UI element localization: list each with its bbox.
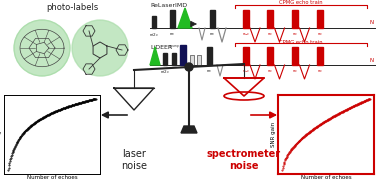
Bar [317,47,323,65]
Polygon shape [181,126,197,133]
Bar [163,53,167,65]
Polygon shape [150,47,160,65]
Polygon shape [178,8,192,28]
Text: $\pi_x$: $\pi_x$ [317,31,323,38]
Text: $\pi_{pump}$: $\pi_{pump}$ [168,43,180,51]
Text: $\pi_x$: $\pi_x$ [292,31,298,38]
Bar [292,10,298,28]
Bar [197,55,201,65]
Circle shape [14,20,70,76]
Bar [267,10,273,28]
Bar [152,16,156,28]
Text: N: N [370,20,374,25]
Text: $\pi_x$: $\pi_x$ [267,68,273,75]
X-axis label: Number of echoes: Number of echoes [301,175,351,180]
Text: ReLaserIMD: ReLaserIMD [150,3,187,8]
Text: $\pi/2_x$: $\pi/2_x$ [160,68,170,76]
Text: spectrometer
noise: spectrometer noise [207,149,281,171]
Text: laser
noise: laser noise [121,149,147,171]
Text: photo-labels: photo-labels [46,3,98,12]
Circle shape [185,63,193,71]
Text: $\pi_{-x}$: $\pi_{-x}$ [242,31,250,38]
Text: $\pi_x$: $\pi_x$ [169,31,175,38]
Text: $\pi_x$: $\pi_x$ [209,31,215,38]
Bar [243,10,249,28]
Circle shape [72,20,128,76]
Text: CPMG echo train: CPMG echo train [279,40,323,45]
Y-axis label: SNR gain: SNR gain [271,122,276,147]
Bar [210,10,215,28]
Bar [172,53,176,65]
Bar [317,10,323,28]
Text: $\pi_x$: $\pi_x$ [292,68,298,75]
Bar [170,10,175,28]
Text: $\pi_x$: $\pi_x$ [267,31,273,38]
Polygon shape [224,78,264,96]
Bar [292,47,298,65]
Text: N: N [370,57,374,63]
Text: CPMG echo train: CPMG echo train [279,0,323,5]
Bar [267,47,273,65]
Text: $\pi/2_x$: $\pi/2_x$ [149,31,159,39]
Text: $\pi_{-x}$: $\pi_{-x}$ [242,68,250,75]
Text: $\pi_x$: $\pi_x$ [206,68,212,75]
Text: $\pi_x$: $\pi_x$ [317,68,323,75]
Bar [243,47,249,65]
Text: LiDEER: LiDEER [150,45,172,50]
Bar [190,55,194,65]
Y-axis label: SNR gain: SNR gain [0,122,2,147]
Bar [180,45,186,65]
Polygon shape [114,88,154,110]
X-axis label: Number of echoes: Number of echoes [27,175,77,180]
Bar [207,47,212,65]
